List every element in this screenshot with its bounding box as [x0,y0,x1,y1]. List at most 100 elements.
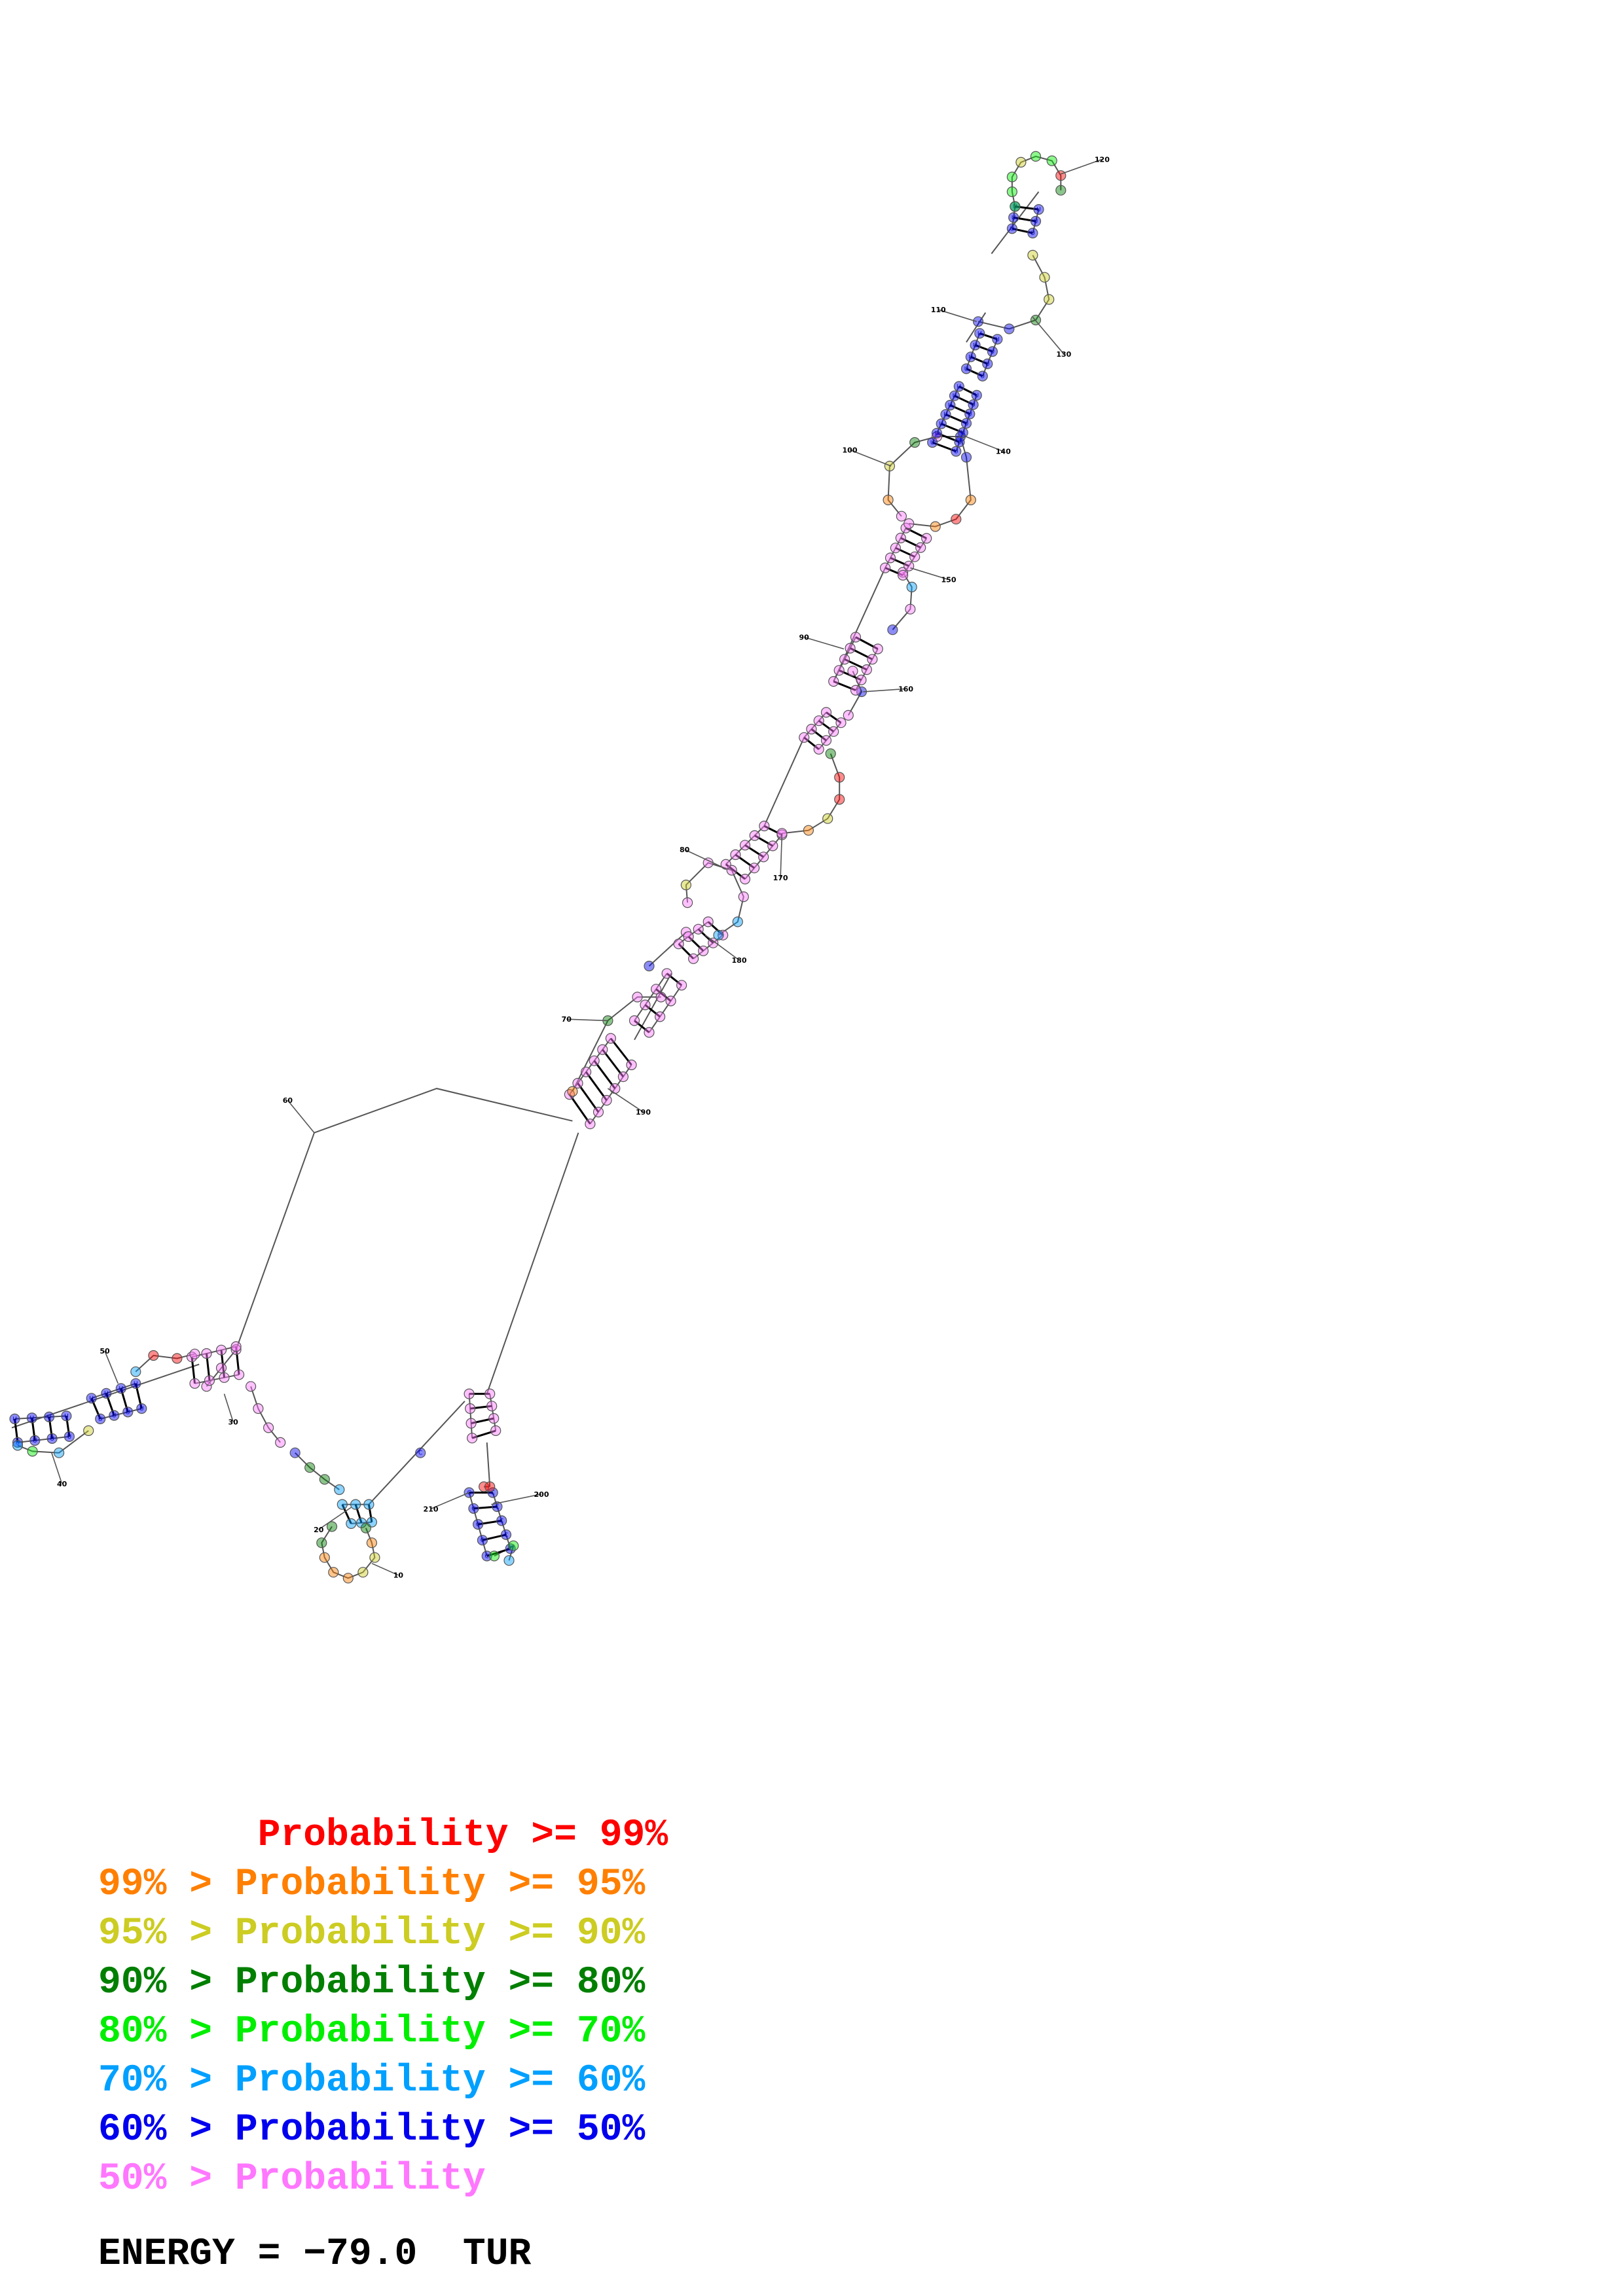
nucleotide-node [484,1481,496,1492]
nucleotide-node [968,399,979,410]
nucleotide-node [130,1366,141,1377]
nucleotide-letter: U [971,402,976,408]
tick-line [849,449,892,467]
nucleotide-node [319,1474,330,1485]
nucleotide-node [363,1499,374,1510]
nucleotide-node [951,446,962,457]
nucleotide-node [655,992,666,1003]
nucleotide-letter: U [973,342,977,349]
nucleotide-node [820,707,832,718]
nucleotide-node [478,1481,490,1492]
legend-row-p80: 90% > Probability >= 80% [98,1962,646,2004]
position-label: 20 [314,1526,324,1534]
nucleotide-node [949,390,960,401]
nucleotide-node [813,744,824,755]
nucleotide-node [508,1540,519,1551]
legend-row-p95: 99% > Probability >= 95% [98,1863,646,1906]
nucleotide-node [487,1487,498,1498]
nucleotide-node [687,953,699,964]
nucleotide-node [43,1411,55,1422]
nucleotide-letter: C [476,1522,480,1528]
position-label: 180 [732,956,747,965]
nucleotide-node [921,533,932,544]
nucleotide-letter: U [12,1416,17,1423]
nucleotide-node [486,1401,498,1412]
nucleotide-node [350,1499,361,1510]
nucleotide-node [1039,272,1050,283]
nucleotide-letter: U [98,1416,103,1423]
position-label: 130 [1056,350,1071,359]
nucleotide-letter: U [995,336,1000,343]
nucleotide-node [953,381,964,392]
nucleotide-node [136,1403,147,1414]
nucleotide-node [12,1440,24,1451]
nucleotide-node [640,999,651,1011]
nucleotide-node [253,1403,264,1414]
nucleotide-letter: U [981,374,985,380]
nucleotide-node [847,666,858,677]
nucleotide-node [843,709,854,721]
nucleotide-node [834,794,845,805]
nucleotide-node [708,937,719,948]
nucleotide-node [319,1552,330,1563]
nucleotide-node [477,1535,488,1546]
nucleotide-letter: U [30,1415,35,1422]
nucleotide-node [484,1388,496,1399]
position-label: 100 [843,446,858,454]
nucleotide-node [610,1083,621,1094]
nucleotide-node [654,1011,666,1022]
nucleotide-node [337,1499,348,1510]
nucleotide-node [748,863,760,874]
nucleotide-letter: U [1030,230,1035,237]
tick-line [780,833,783,878]
nucleotide-letter: U [67,1434,72,1441]
legend-row-p50: 60% > Probability >= 50% [98,2109,646,2151]
tick-line [104,1350,119,1384]
nucleotide-letter: U [968,412,972,418]
nucleotide-letter: U [957,384,962,390]
position-label: 110 [931,306,946,314]
tick-line [1032,316,1065,355]
legend-row-p70: 80% > Probability >= 70% [98,2011,646,2053]
nucleotide-node [496,1515,507,1526]
nucleotide-node [505,1543,516,1554]
nucleotide-node [1046,155,1057,166]
nucleotide-node [464,1403,476,1414]
nucleotide-letter: U [33,1438,37,1444]
nucleotide-letter: U [1013,204,1017,211]
nucleotide-node [683,931,694,942]
nucleotide-node [369,1552,380,1563]
nucleotide-letter: U [954,449,958,456]
nucleotide-letter: U [112,1413,117,1420]
nucleotide-letter: U [50,1436,54,1443]
nucleotide-letter: U [975,393,979,399]
nucleotide-node [626,1059,637,1071]
nucleotide-node [326,1521,338,1532]
nucleotide-node [1006,223,1018,234]
nucleotide-node [189,1378,200,1389]
nucleotide-node [1008,212,1019,223]
nucleotide-node [172,1353,183,1364]
nucleotide-node [713,929,724,941]
tick-line [704,935,740,961]
nucleotide-node [83,1425,94,1436]
nucleotide-node [644,1027,655,1038]
nucleotide-node [945,399,956,411]
nucleotide-node [468,1503,479,1514]
nucleotide-node [884,552,896,564]
nucleotide-node [915,542,926,553]
nucleotide-letter: U [948,403,953,409]
nucleotide-letter: C [500,1518,503,1524]
nucleotide-node [872,643,883,655]
legend-row-p90: 95% > Probability >= 90% [98,1912,646,1955]
nucleotide-node [481,1551,492,1562]
nucleotide-node [366,1537,378,1549]
nucleotide-node [887,624,898,636]
tick-line [910,567,949,581]
nucleotide-node [693,924,704,935]
nucleotide-node [936,418,947,429]
nucleotide-node [813,715,824,726]
nucleotide-node [27,1446,38,1457]
